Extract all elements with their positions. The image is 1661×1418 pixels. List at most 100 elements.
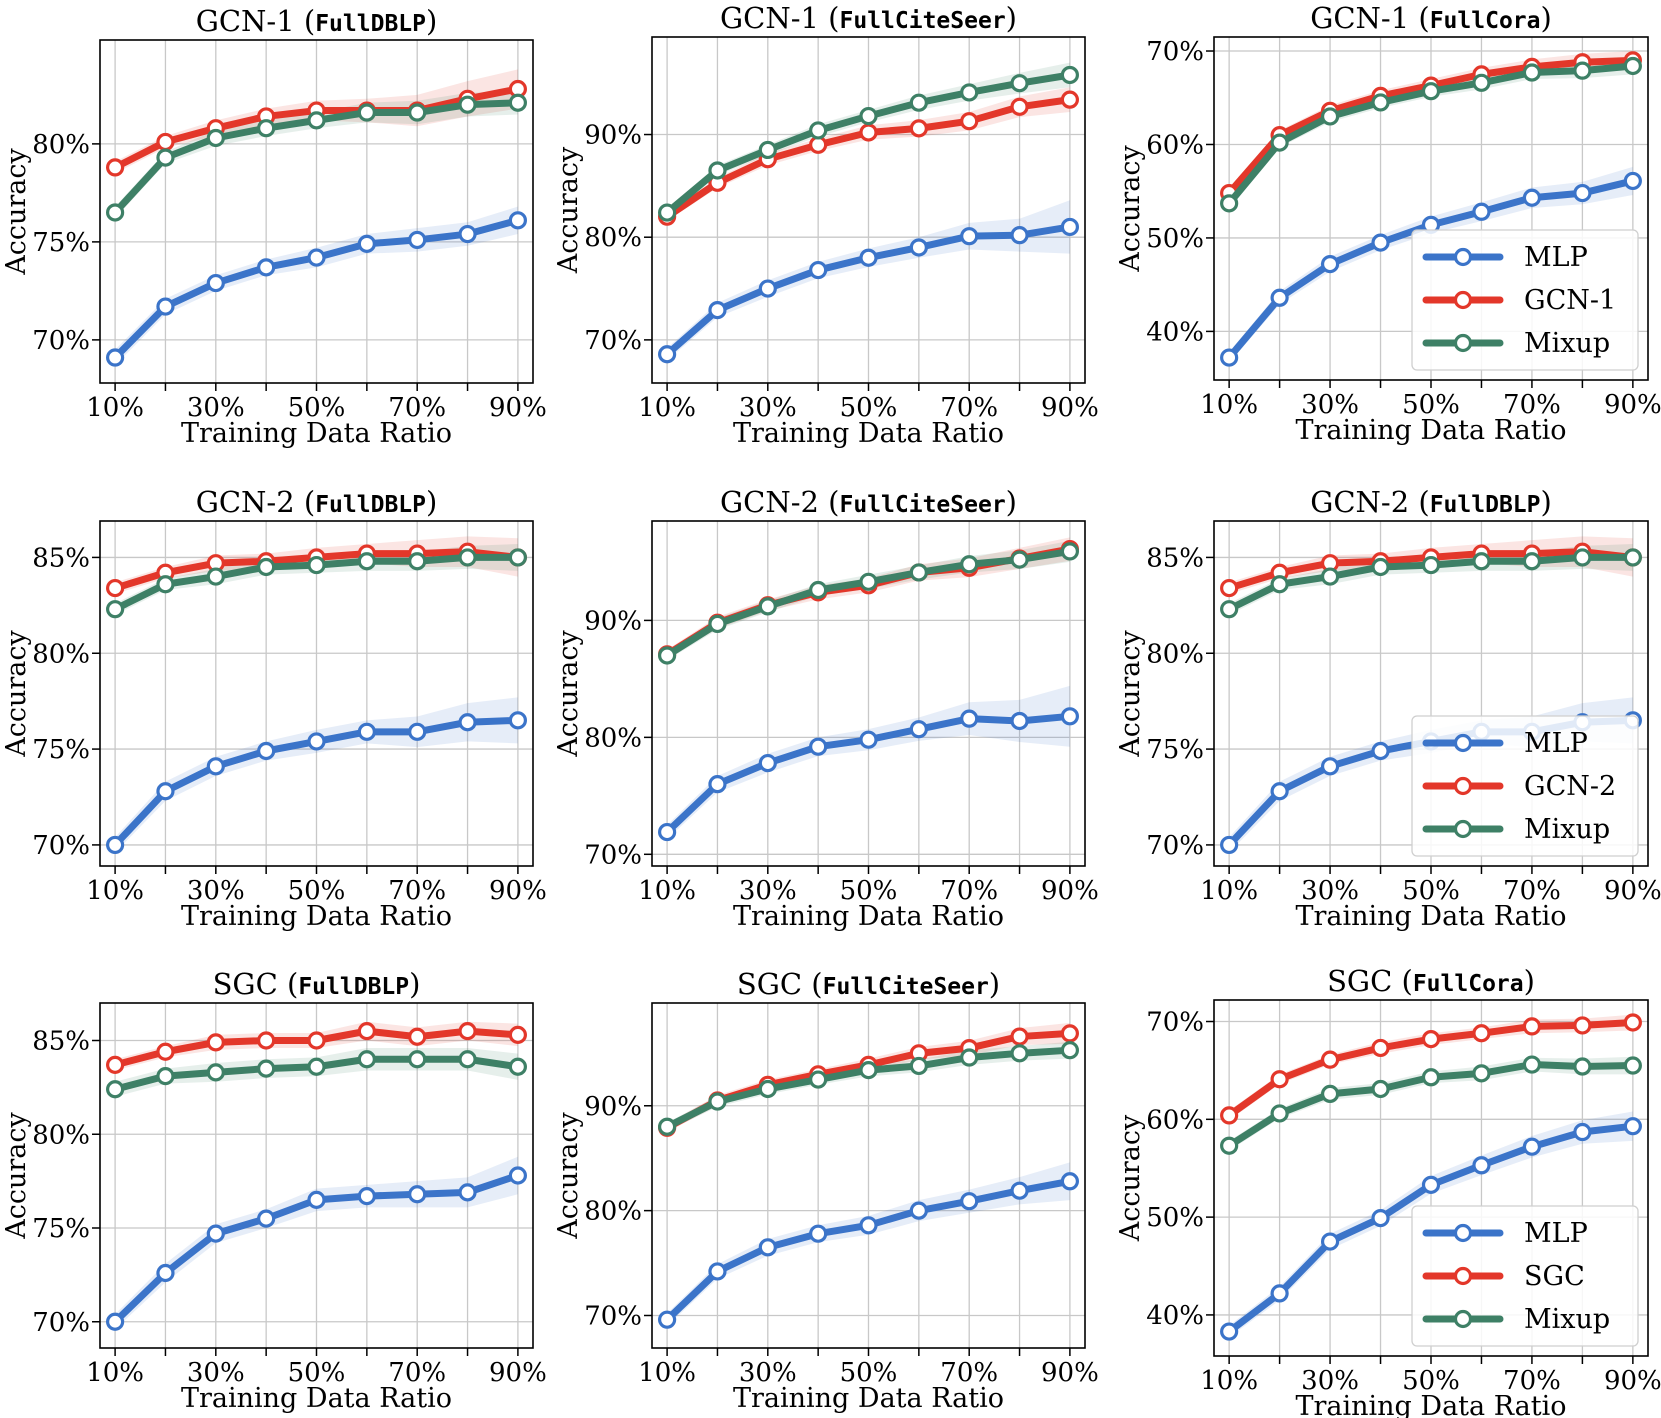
data-point-mlp [408, 722, 427, 741]
data-point-sgc [1421, 1030, 1441, 1049]
data-point-mlp [1060, 1172, 1079, 1191]
data-point-mlp [408, 230, 427, 250]
y-axis-label: Accuracy [553, 146, 584, 274]
data-point-mixup [508, 93, 527, 112]
data-point-mixup [458, 1050, 477, 1069]
data-point-mixup [508, 1057, 527, 1076]
data-point-mlp [1220, 835, 1239, 855]
title-model: GCN-1 ( [720, 1, 840, 35]
data-point-mlp [909, 720, 928, 739]
data-point-mlp [458, 1183, 477, 1202]
data-point-mixup [1472, 1064, 1491, 1083]
title-dataset: FullCiteSeer [840, 8, 1006, 34]
data-point-mlp [708, 1262, 727, 1281]
data-point-mixup [1421, 82, 1441, 101]
data-point-gcn-1 [809, 135, 828, 154]
y-axis-label: Accuracy [1115, 1114, 1146, 1242]
data-point-mlp [1010, 1181, 1029, 1200]
data-point-mixup [758, 1079, 777, 1099]
title-dataset: FullDBLP [1430, 492, 1541, 518]
data-point-mixup [1421, 1068, 1441, 1087]
series-band-mlp [1229, 166, 1633, 364]
chart-title: GCN-1 (FullCiteSeer) [720, 1, 1017, 35]
data-point-mixup [708, 1092, 727, 1111]
y-tick-label: 75% [1146, 735, 1204, 765]
data-point-mixup [859, 1061, 878, 1080]
data-point-sgc [408, 1027, 427, 1046]
data-point-mlp [809, 260, 828, 280]
data-point-mixup [1522, 552, 1542, 571]
x-tick-label: 50% [1402, 1366, 1460, 1396]
data-point-mixup [809, 580, 828, 600]
data-point-mixup [206, 567, 225, 586]
axes-frame [99, 520, 534, 867]
data-point-mixup [1010, 1044, 1029, 1063]
series-band-gcn-1 [115, 69, 518, 174]
data-point-mixup [1472, 73, 1491, 92]
data-point-mixup [1371, 93, 1390, 112]
chart-panel-9: 10% 30% 50% 70% 90% 40% 50% 60% 70% SGC (FullCora… [1115, 964, 1661, 1418]
data-point-mlp [307, 732, 326, 751]
data-point-mixup [960, 555, 979, 574]
chart-panel-5: 10% 30% 50% 70% 90% 70% 80% 90% GCN-2 (FullCiteS… [553, 485, 1099, 932]
data-point-sgc [257, 1031, 276, 1050]
data-point-mixup [960, 83, 979, 102]
x-tick-label: 50% [1402, 390, 1460, 420]
x-tick-label: 70% [1503, 390, 1561, 420]
data-point-sgc [307, 1031, 326, 1050]
data-point-mixup [1220, 600, 1239, 619]
legend-label-gcn-1: GCN-1 [1524, 285, 1616, 316]
legend-marker-sgc [1453, 1266, 1473, 1286]
data-point-mixup [508, 548, 527, 567]
x-tick-label: 90% [1604, 390, 1661, 420]
data-point-mixup [758, 140, 777, 160]
x-tick-label: 10% [86, 876, 144, 906]
data-point-mlp [1010, 711, 1029, 731]
data-point-mlp [156, 782, 175, 801]
x-tick-label: 90% [489, 1358, 547, 1388]
data-point-gcn-1 [960, 112, 979, 131]
data-point-gcn-1 [909, 119, 928, 138]
y-axis-label: Accuracy [1, 1112, 32, 1240]
title-dataset: FullDBLP [315, 11, 426, 37]
legend: MLP SGC Mixup [1411, 1205, 1639, 1347]
data-point-sgc [1371, 1038, 1390, 1058]
data-point-mixup [408, 103, 427, 122]
data-point-mlp [859, 248, 878, 267]
data-point-mixup [1060, 1041, 1079, 1060]
data-point-mixup [1010, 74, 1029, 93]
data-point-mixup [106, 600, 125, 619]
x-tick-label: 10% [1200, 1366, 1258, 1396]
chart-panel-8: 10% 30% 50% 70% 90% 70% 80% 90% SGC (FullCiteSee… [553, 967, 1099, 1414]
data-point-mixup [1270, 575, 1289, 594]
y-tick-label: 90% [584, 1092, 642, 1122]
data-point-mixup [1320, 567, 1340, 586]
x-axis-label: Training Data Ratio [181, 418, 452, 449]
x-tick-label: 10% [1200, 876, 1258, 906]
title-close: ) [1540, 1, 1551, 35]
x-tick-label: 50% [840, 1358, 898, 1388]
data-point-mlp [658, 822, 677, 842]
y-tick-label: 80% [584, 223, 642, 253]
x-tick-label: 50% [288, 1358, 346, 1388]
legend-label-sgc: SGC [1524, 1261, 1585, 1292]
title-close: ) [1006, 1, 1017, 35]
legend-marker-mixup [1453, 819, 1473, 839]
title-close: ) [426, 4, 437, 38]
x-tick-label: 50% [1402, 876, 1460, 906]
chart-title: SGC (FullCora) [1327, 964, 1535, 998]
data-point-mlp [1421, 1175, 1441, 1194]
title-close: ) [409, 967, 420, 1001]
x-tick-label: 10% [1200, 390, 1258, 420]
x-tick-label: 50% [288, 876, 346, 906]
data-point-gcn-1 [1060, 90, 1079, 109]
data-point-mlp [1371, 741, 1390, 761]
x-tick-label: 70% [1503, 1366, 1561, 1396]
data-point-mlp [106, 1312, 125, 1331]
y-tick-label: 70% [32, 1308, 90, 1338]
axes-frame [1213, 999, 1649, 1357]
legend-label-mlp: MLP [1524, 1218, 1588, 1249]
y-tick-label: 80% [584, 1197, 642, 1227]
x-axis-label: Training Data Ratio [1296, 1391, 1567, 1418]
x-tick-label: 30% [187, 393, 245, 423]
